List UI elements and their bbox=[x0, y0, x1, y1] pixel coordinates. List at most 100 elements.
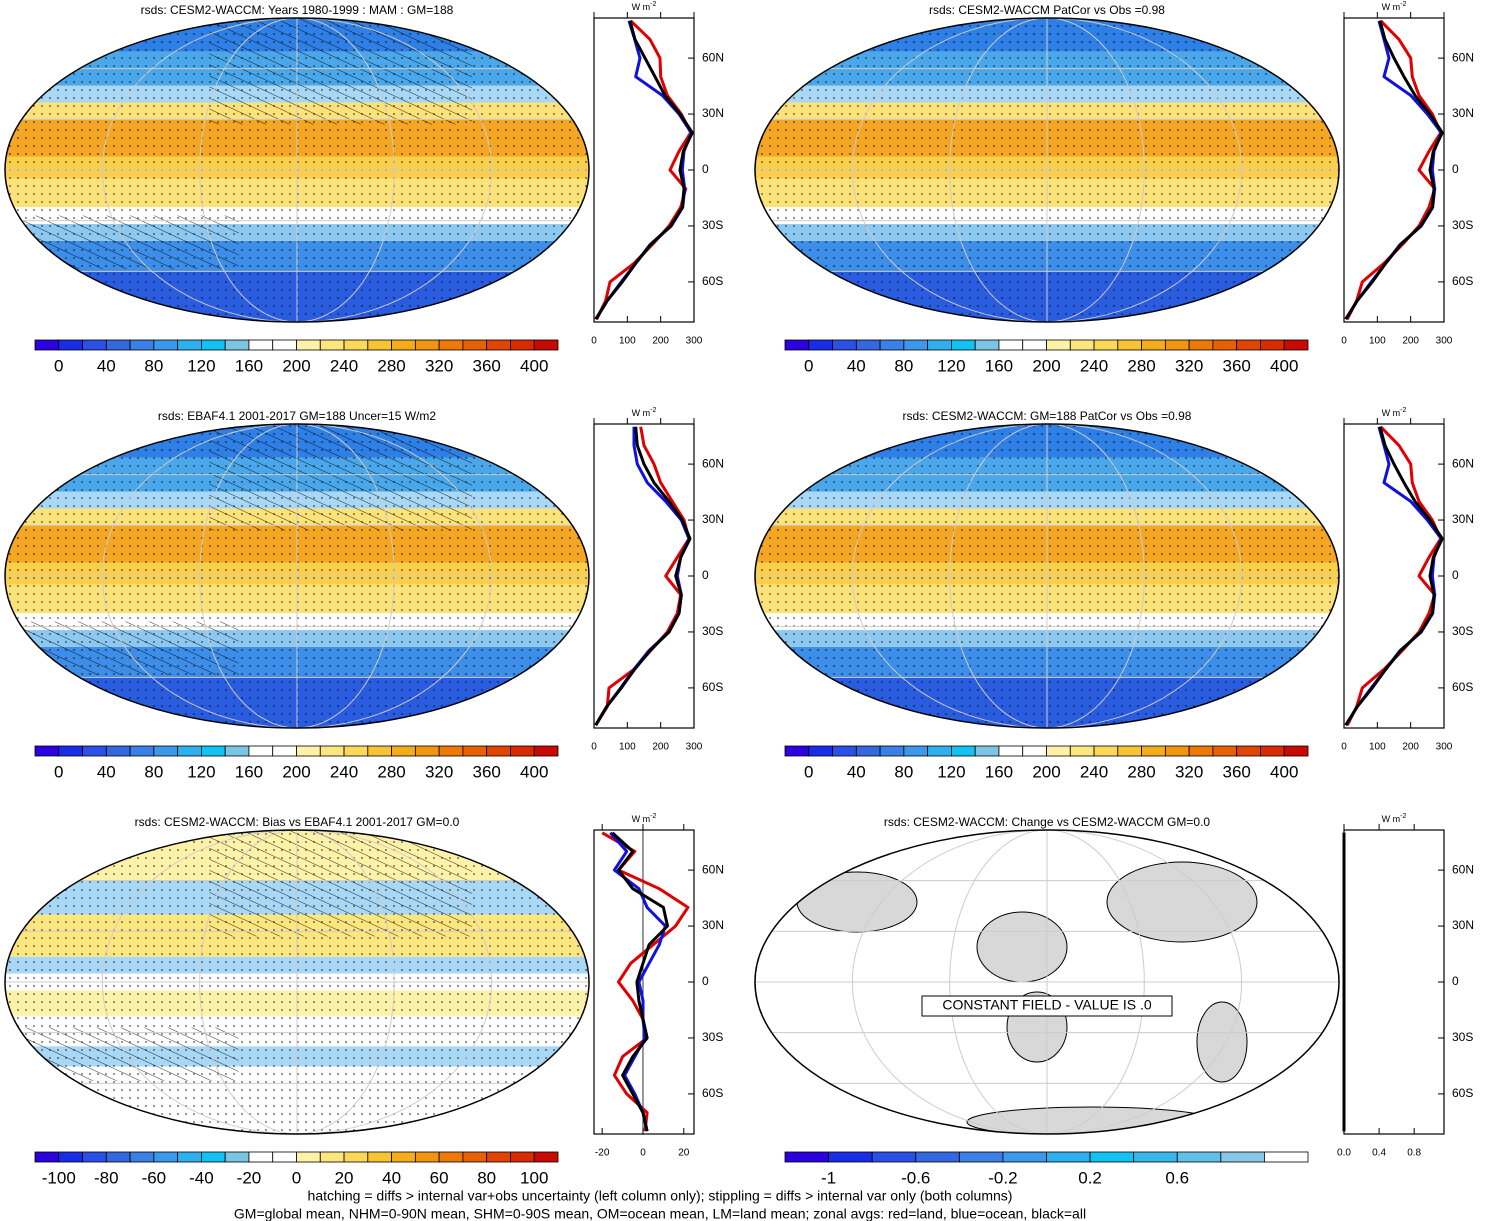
colorbar-swatch bbox=[510, 339, 535, 351]
zonal-line bbox=[594, 426, 692, 726]
colorbar-swatch bbox=[105, 745, 131, 757]
colorbar-swatch bbox=[296, 745, 321, 757]
colorbar-label: 400 bbox=[520, 762, 548, 781]
y-tick-label: 60N bbox=[1452, 456, 1474, 470]
x-tick-label: 0.0 bbox=[1337, 1148, 1351, 1159]
colorbar-swatch bbox=[486, 745, 511, 757]
colorbar-swatch bbox=[248, 745, 274, 757]
map-meridian bbox=[101, 424, 493, 728]
y-tick-label: 30S bbox=[702, 218, 723, 232]
hatching bbox=[209, 18, 473, 125]
panel-title: rsds: EBAF4.1 2001-2017 GM=188 Uncer=15 … bbox=[158, 409, 436, 423]
colorbar-label: 160 bbox=[985, 356, 1013, 375]
zonal-line bbox=[611, 831, 669, 1132]
units-exp: -2 bbox=[650, 813, 656, 820]
units-exp: -2 bbox=[650, 407, 656, 414]
colorbar-swatch bbox=[319, 339, 345, 351]
zonal-frame bbox=[593, 17, 695, 323]
colorbar-swatch bbox=[486, 339, 511, 351]
colorbar-swatch bbox=[1046, 745, 1071, 757]
colorbar-swatch bbox=[153, 1151, 179, 1163]
colorbar-label: 320 bbox=[425, 762, 453, 781]
zonal-line bbox=[1344, 20, 1444, 320]
x-tick-label: 0 bbox=[640, 1148, 646, 1159]
colorbar-swatch bbox=[296, 339, 321, 351]
x-tick-label: 200 bbox=[1402, 336, 1419, 347]
colorbar-swatch bbox=[486, 1151, 511, 1163]
hatching bbox=[209, 830, 473, 937]
colorbar-label: 0 bbox=[292, 1168, 301, 1187]
colorbar-swatch bbox=[34, 745, 60, 757]
colorbar-label: 280 bbox=[377, 762, 405, 781]
colorbar-swatch bbox=[1022, 745, 1047, 757]
y-tick-label: 0 bbox=[1452, 162, 1459, 176]
zonal-line bbox=[594, 426, 691, 726]
colorbar-swatch bbox=[58, 1151, 83, 1163]
y-tick-label: 30S bbox=[1452, 624, 1473, 638]
y-tick-label: 60N bbox=[1452, 862, 1474, 876]
colorbar-label: 280 bbox=[377, 356, 405, 375]
colorbar-label: 360 bbox=[472, 762, 500, 781]
panel: rsds: CESM2-WACCM: Years 1980-1999 : MAM… bbox=[4, 1, 724, 375]
colorbar-label: 360 bbox=[1222, 762, 1250, 781]
x-tick-label: 0 bbox=[1341, 742, 1347, 753]
colorbar-swatch bbox=[34, 339, 60, 351]
colorbar-label: 0 bbox=[54, 356, 63, 375]
colorbar-label: 0.6 bbox=[1165, 1168, 1189, 1187]
colorbar-swatch bbox=[974, 339, 1000, 351]
colorbar-label: 240 bbox=[330, 356, 358, 375]
colorbar-swatch bbox=[1069, 745, 1095, 757]
colorbar-swatch bbox=[177, 1151, 202, 1163]
x-tick-label: 0.8 bbox=[1407, 1148, 1421, 1159]
zonal-units: W m-2 bbox=[632, 813, 657, 825]
y-tick-label: 60S bbox=[1452, 1086, 1473, 1100]
colorbar-label: 240 bbox=[330, 762, 358, 781]
colorbar-label: 80 bbox=[894, 356, 913, 375]
colorbar-label: -60 bbox=[142, 1168, 167, 1187]
units: W m bbox=[1382, 408, 1401, 418]
colorbar-swatch bbox=[808, 745, 833, 757]
colorbar-swatch bbox=[153, 339, 179, 351]
colorbar-swatch bbox=[1260, 745, 1285, 757]
colorbar-label: -100 bbox=[42, 1168, 76, 1187]
colorbar-swatch bbox=[1089, 1151, 1135, 1163]
colorbar-swatch bbox=[1283, 339, 1309, 351]
colorbar-label: 200 bbox=[282, 762, 310, 781]
colorbar-label: 0.2 bbox=[1078, 1168, 1102, 1187]
y-tick-label: 30N bbox=[702, 512, 724, 526]
x-tick-label: 100 bbox=[619, 742, 636, 753]
colorbar-swatch bbox=[510, 745, 535, 757]
colorbar-swatch bbox=[105, 339, 131, 351]
colorbar-swatch bbox=[1236, 745, 1261, 757]
colorbar-swatch bbox=[367, 339, 392, 351]
units-exp: -2 bbox=[1400, 813, 1406, 820]
colorbar-swatch bbox=[1164, 339, 1190, 351]
colorbar-swatch bbox=[903, 339, 929, 351]
colorbar-swatch bbox=[272, 1151, 297, 1163]
colorbar-swatch bbox=[58, 339, 83, 351]
colorbar-swatch bbox=[1176, 1151, 1222, 1163]
colorbar-swatch bbox=[533, 339, 559, 351]
colorbar-label: 280 bbox=[1127, 762, 1155, 781]
map-outline bbox=[754, 829, 1340, 1135]
map-outline bbox=[4, 17, 590, 323]
colorbar-swatch bbox=[1046, 1151, 1091, 1163]
colorbar-label: 320 bbox=[1175, 356, 1203, 375]
x-tick-label: 200 bbox=[652, 336, 669, 347]
colorbar-swatch bbox=[951, 745, 976, 757]
colorbar-swatch bbox=[272, 339, 297, 351]
colorbar-swatch bbox=[129, 745, 155, 757]
colorbar-swatch bbox=[129, 339, 155, 351]
colorbar-swatch bbox=[343, 745, 369, 757]
colorbar-swatch bbox=[319, 1151, 345, 1163]
colorbar-swatch bbox=[510, 1151, 535, 1163]
units: W m bbox=[1382, 2, 1401, 12]
colorbar-swatch bbox=[915, 1151, 960, 1163]
colorbar-label: -0.6 bbox=[901, 1168, 930, 1187]
y-tick-label: 60N bbox=[702, 50, 724, 64]
colorbar-label: 400 bbox=[520, 356, 548, 375]
colorbar-label: 0 bbox=[804, 762, 813, 781]
zonal-units: W m-2 bbox=[632, 407, 657, 419]
colorbar-swatch bbox=[82, 1151, 107, 1163]
y-tick-label: 60S bbox=[702, 274, 723, 288]
